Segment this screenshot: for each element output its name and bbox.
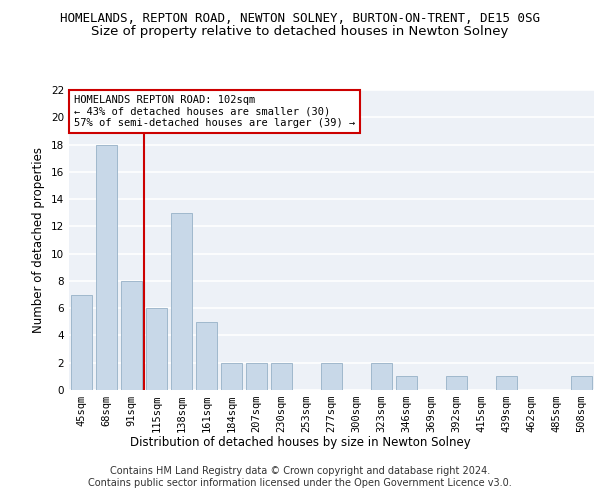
Bar bbox=[71, 294, 92, 390]
Bar bbox=[396, 376, 417, 390]
Text: Distribution of detached houses by size in Newton Solney: Distribution of detached houses by size … bbox=[130, 436, 470, 449]
Bar bbox=[196, 322, 217, 390]
Bar bbox=[246, 362, 267, 390]
Text: Contains HM Land Registry data © Crown copyright and database right 2024.
Contai: Contains HM Land Registry data © Crown c… bbox=[88, 466, 512, 487]
Bar bbox=[571, 376, 592, 390]
Bar bbox=[171, 212, 192, 390]
Bar bbox=[121, 281, 142, 390]
Text: Size of property relative to detached houses in Newton Solney: Size of property relative to detached ho… bbox=[91, 25, 509, 38]
Y-axis label: Number of detached properties: Number of detached properties bbox=[32, 147, 46, 333]
Bar bbox=[271, 362, 292, 390]
Bar bbox=[321, 362, 342, 390]
Bar bbox=[96, 144, 117, 390]
Text: HOMELANDS, REPTON ROAD, NEWTON SOLNEY, BURTON-ON-TRENT, DE15 0SG: HOMELANDS, REPTON ROAD, NEWTON SOLNEY, B… bbox=[60, 12, 540, 26]
Bar bbox=[496, 376, 517, 390]
Bar bbox=[446, 376, 467, 390]
Text: HOMELANDS REPTON ROAD: 102sqm
← 43% of detached houses are smaller (30)
57% of s: HOMELANDS REPTON ROAD: 102sqm ← 43% of d… bbox=[74, 95, 355, 128]
Bar bbox=[371, 362, 392, 390]
Bar bbox=[221, 362, 242, 390]
Bar bbox=[146, 308, 167, 390]
